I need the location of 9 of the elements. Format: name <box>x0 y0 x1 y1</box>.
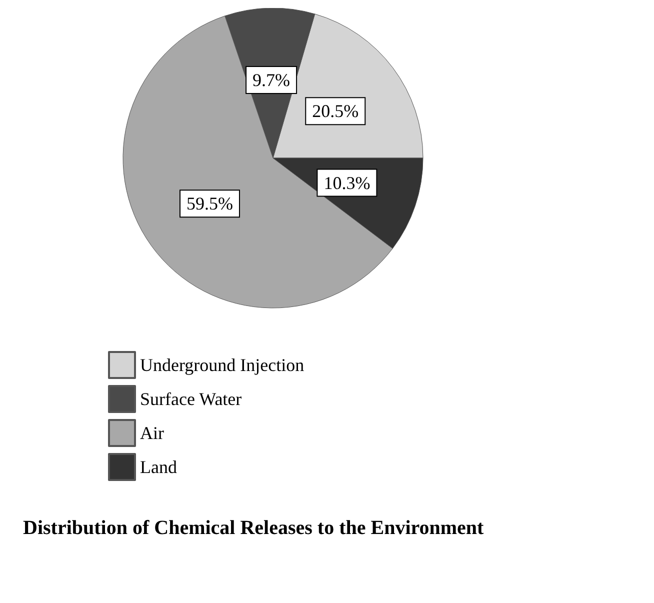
data-label: 59.5% <box>186 194 234 214</box>
text: Distribution of Chemical Releases to the Environment <box>23 517 484 539</box>
data-label: 9.7% <box>252 70 290 90</box>
legend-label: Air <box>140 423 164 443</box>
legend-label: Underground Injection <box>140 355 304 375</box>
legend-label: Land <box>140 457 177 477</box>
legend-label: Surface Water <box>140 389 242 409</box>
data-label: 10.3% <box>324 172 370 193</box>
data-label: 20.5% <box>312 101 359 122</box>
